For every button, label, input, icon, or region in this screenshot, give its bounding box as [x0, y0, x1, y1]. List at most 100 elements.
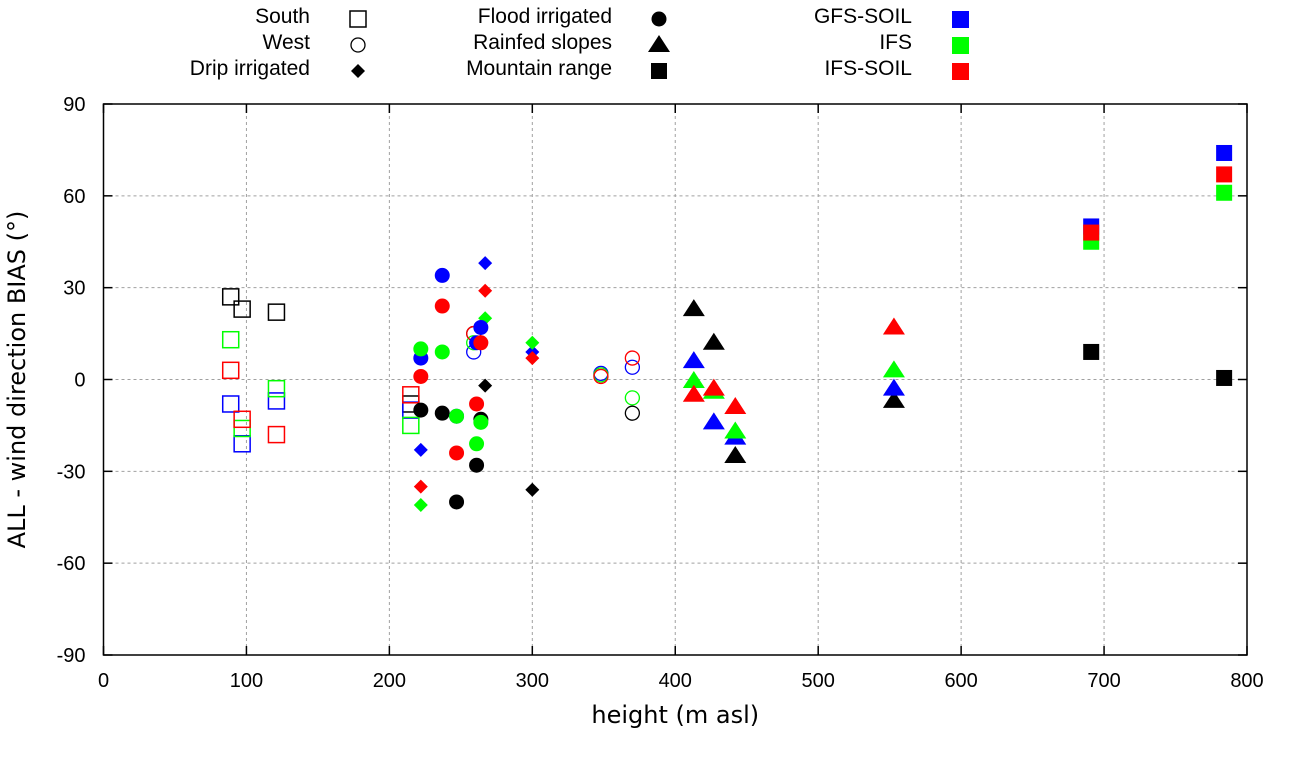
- series-south: [221, 288, 420, 453]
- legend-item: GFS-SOIL: [814, 5, 969, 28]
- x-tick-label: 600: [944, 670, 977, 692]
- y-tick-label: 90: [63, 94, 85, 116]
- data-point-ifs-soil: [1083, 224, 1100, 241]
- data-point-observed: [434, 405, 450, 421]
- data-point-gfs-soil: [702, 412, 725, 430]
- data-point-ifs-soil: [473, 335, 489, 351]
- data-point-ifs: [624, 390, 641, 406]
- legend-item: Drip irrigated: [190, 57, 365, 80]
- x-tick-label: 400: [659, 670, 692, 692]
- data-point-ifs-soil: [682, 384, 705, 402]
- data-point-ifs: [473, 414, 489, 430]
- legend-item: Rainfed slopes: [473, 31, 670, 54]
- data-point-ifs-soil: [882, 317, 905, 335]
- data-point-gfs-soil: [682, 351, 705, 369]
- x-tick-label: 0: [98, 670, 109, 692]
- data-point-observed: [233, 300, 251, 318]
- data-point-observed: [449, 494, 465, 510]
- data-point-ifs-soil: [221, 361, 240, 380]
- data-point-observed: [624, 405, 641, 421]
- x-tick-label: 100: [230, 670, 263, 692]
- series-drip-irrigated: [413, 256, 540, 513]
- legend-color-swatch: [952, 63, 969, 80]
- legend-label: South: [255, 5, 310, 28]
- data-point-ifs: [267, 379, 286, 398]
- legend-item: IFS-SOIL: [824, 57, 969, 80]
- data-point-ifs-soil: [434, 298, 450, 314]
- legend-label: West: [263, 31, 311, 54]
- data-point-ifs: [525, 335, 540, 350]
- series-rainfed-slopes: [682, 299, 905, 464]
- data-point-gfs-soil: [267, 392, 286, 410]
- legend-marker-icon: [351, 64, 365, 78]
- data-point-observed: [682, 299, 705, 317]
- legend-label: IFS-SOIL: [824, 57, 912, 80]
- legend-marker-icon: [651, 11, 667, 27]
- legend-item: South: [255, 5, 367, 28]
- data-point-gfs-soil: [233, 435, 251, 453]
- data-point-ifs-soil: [413, 368, 429, 384]
- legend-marker-icon: [648, 35, 670, 52]
- series-mountain-range: [1083, 144, 1233, 386]
- x-tick-label: 500: [802, 670, 835, 692]
- legend-label: Flood irrigated: [478, 5, 612, 28]
- legend-label: Mountain range: [466, 57, 612, 80]
- data-point-ifs: [724, 421, 747, 439]
- x-tick-label: 800: [1230, 670, 1263, 692]
- legend-marker-icon: [349, 10, 367, 28]
- legend-item: Mountain range: [466, 57, 667, 80]
- data-point-ifs-soil: [267, 425, 286, 444]
- data-point-observed: [478, 378, 493, 393]
- data-point-ifs-soil: [724, 397, 747, 415]
- data-point-ifs-soil: [449, 445, 465, 461]
- legend-color-swatch: [952, 11, 969, 28]
- data-point-ifs-soil: [702, 378, 725, 396]
- data-point-ifs-soil: [593, 368, 609, 385]
- data-point-ifs-soil: [1216, 166, 1233, 183]
- data-point-ifs-soil: [233, 410, 251, 429]
- legend-marker-icon: [651, 63, 667, 79]
- data-point-gfs-soil: [473, 319, 489, 335]
- data-point-observed: [702, 332, 725, 350]
- data-point-ifs: [233, 419, 251, 438]
- x-axis-label: height (m asl): [591, 701, 759, 729]
- plot-frame: [102, 103, 1248, 656]
- data-point-ifs: [469, 436, 485, 452]
- legend-item: IFS: [879, 31, 969, 54]
- x-tick-label: 700: [1087, 670, 1120, 692]
- data-point-gfs-soil: [434, 267, 450, 283]
- data-point-gfs-soil: [882, 378, 905, 396]
- data-point-ifs: [413, 341, 429, 357]
- data-point-ifs: [402, 416, 420, 435]
- data-point-ifs-soil: [624, 350, 641, 366]
- data-point-ifs: [682, 371, 705, 389]
- data-point-ifs: [1216, 184, 1233, 201]
- data-point-observed: [413, 402, 429, 418]
- data-points: [221, 144, 1233, 513]
- data-point-ifs-soil: [413, 479, 428, 494]
- data-point-gfs-soil: [478, 256, 493, 271]
- data-point-ifs: [413, 498, 428, 513]
- data-point-observed: [1216, 369, 1233, 386]
- legend-item: West: [263, 31, 366, 54]
- series-flood-irrigated: [413, 267, 489, 510]
- data-point-ifs: [449, 408, 465, 424]
- data-point-observed: [221, 288, 240, 306]
- data-point-gfs-soil: [413, 442, 428, 457]
- data-point-observed: [267, 303, 286, 321]
- legend: South West Drip irrigated Flood irrigated Ra…: [190, 5, 969, 80]
- grid-lines: [103, 104, 1247, 655]
- y-tick-label: 30: [63, 278, 85, 300]
- data-point-ifs-soil: [402, 386, 420, 404]
- data-point-observed: [525, 482, 540, 497]
- data-point-observed: [882, 390, 905, 408]
- y-tick-label: -60: [57, 553, 86, 575]
- data-point-gfs-soil: [624, 359, 641, 375]
- data-point-ifs: [434, 344, 450, 360]
- y-tick-label: 60: [63, 186, 85, 208]
- legend-label: Drip irrigated: [190, 57, 310, 80]
- data-point-gfs-soil: [221, 395, 240, 413]
- series-west: [466, 325, 641, 421]
- legend-label: GFS-SOIL: [814, 5, 912, 28]
- data-point-ifs-soil: [469, 396, 485, 412]
